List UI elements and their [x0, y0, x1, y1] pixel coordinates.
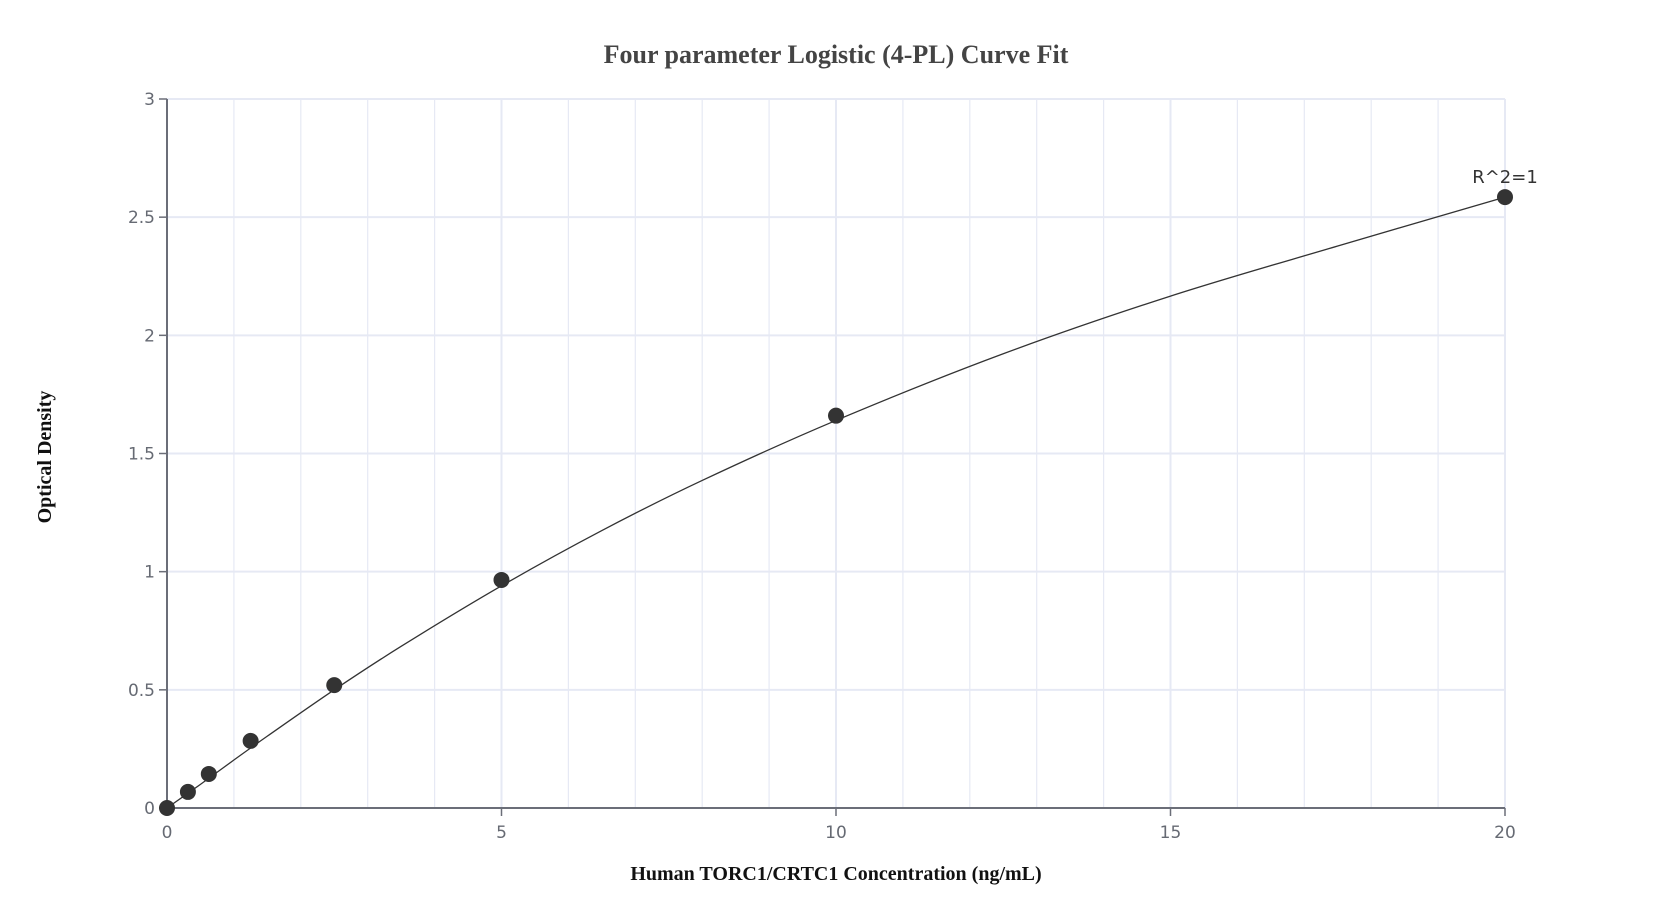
x-tick-label: 0 — [162, 823, 173, 843]
data-point-marker — [242, 732, 259, 749]
x-axis-title: Human TORC1/CRTC1 Concentration (ng/mL) — [630, 863, 1041, 885]
data-point-marker — [326, 677, 343, 694]
fit-curve — [166, 196, 1506, 809]
x-tick-label: 5 — [496, 823, 507, 843]
y-tick-label: 0 — [144, 799, 155, 819]
y-tick-label: 0.5 — [128, 681, 155, 701]
data-point-marker — [828, 407, 844, 424]
axes — [159, 98, 1506, 816]
x-tick-label: 10 — [825, 823, 847, 843]
y-tick-label: 1 — [144, 563, 155, 583]
r-squared-label: R^2=1 — [1472, 167, 1538, 188]
data-point-marker — [179, 783, 196, 800]
x-tick-label: 15 — [1160, 823, 1182, 843]
data-points — [159, 189, 1513, 816]
grid-lines — [167, 98, 1506, 808]
y-tick-label: 3 — [144, 90, 155, 110]
chart-title: Four parameter Logistic (4-PL) Curve Fit — [604, 40, 1069, 69]
x-tick-label: 20 — [1494, 823, 1516, 843]
data-point-marker — [159, 800, 175, 816]
fit-curve-path — [166, 196, 1506, 809]
data-point-marker — [1497, 189, 1513, 206]
data-point-marker — [493, 571, 510, 588]
tick-labels: 0 0.5 1 1.5 2 2.5 3 0 5 10 15 20 — [128, 90, 1516, 843]
y-tick-label: 2.5 — [128, 208, 155, 228]
y-tick-label: 1.5 — [128, 445, 155, 465]
annotations: R^2=1 — [1472, 167, 1538, 188]
y-tick-label: 2 — [144, 326, 155, 346]
data-point-marker — [200, 765, 217, 782]
y-axis-title: Optical Density — [34, 391, 56, 524]
